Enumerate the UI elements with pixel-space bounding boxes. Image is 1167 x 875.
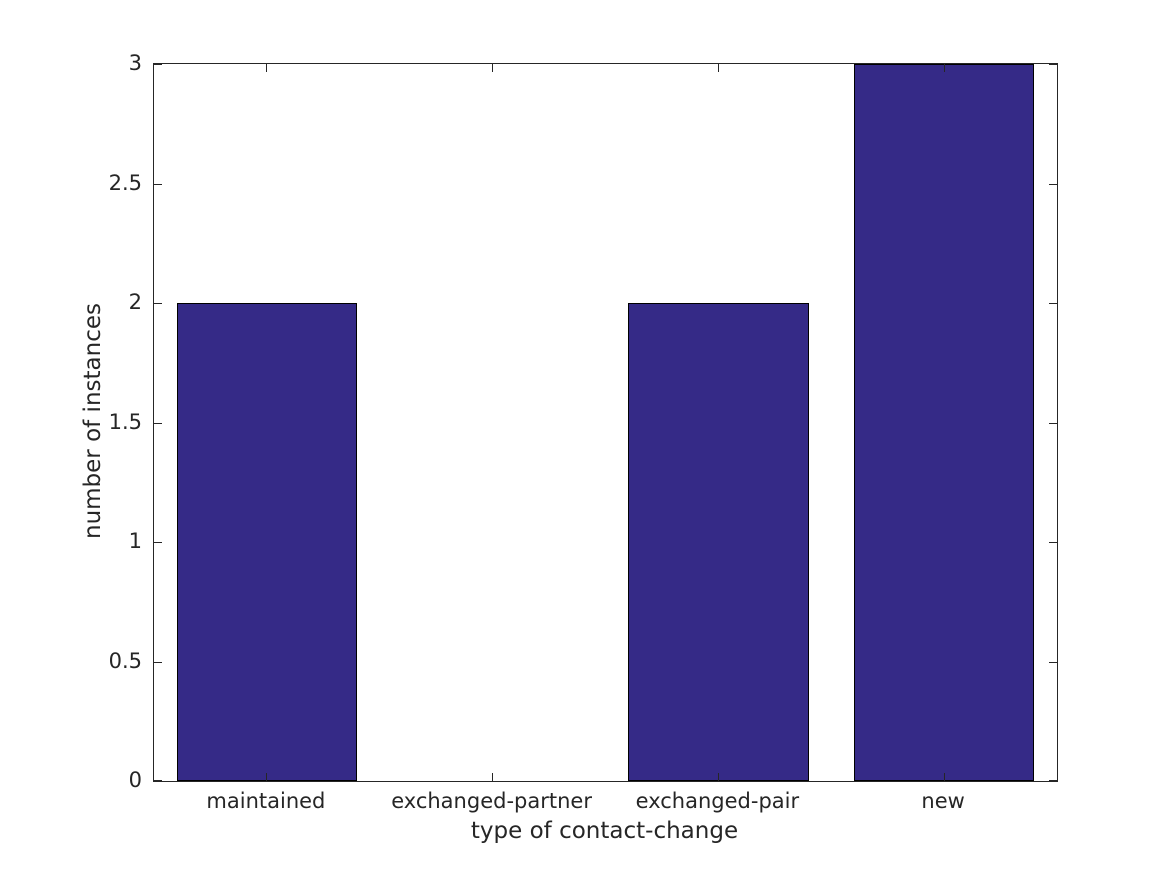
y-tick-left [154,542,162,543]
y-tick-left [154,780,162,781]
x-tick-bottom [492,773,494,781]
x-axis-title: type of contact-change [470,818,739,844]
y-tick-left [154,661,162,663]
y-tick-label: 2.5 [108,170,142,195]
y-tick-right [1049,661,1057,663]
x-tick-bottom [943,773,945,781]
x-tick-label-exchanged-partner: exchanged-partner [391,789,592,813]
bar-exchanged-pair [628,303,809,781]
y-tick-right [1049,780,1057,781]
x-tick-label-exchanged-pair: exchanged-pair [635,789,800,813]
x-tick-top [943,64,945,72]
y-tick-label: 0 [128,768,142,792]
x-tick-label-new: new [921,789,965,813]
y-tick-left [154,303,162,304]
y-tick-label: 1 [128,529,142,553]
x-tick-bottom [717,773,719,781]
x-tick-bottom [266,773,268,781]
x-tick-top [492,64,494,72]
y-tick-right [1049,303,1057,304]
bar-new [853,64,1035,781]
y-tick-label: 1.5 [108,409,142,434]
y-tick-right [1049,64,1057,65]
y-tick-left [154,422,162,424]
bar-maintained [176,303,358,781]
x-tick-top [266,64,268,72]
x-tick-label-maintained: maintained [206,789,326,813]
y-tick-left [154,64,162,65]
plot-area [153,63,1058,782]
y-tick-label: 0.5 [108,648,142,673]
y-tick-right [1049,183,1057,185]
y-tick-label: 2 [128,290,142,314]
x-tick-top [717,64,719,72]
y-tick-left [154,183,162,185]
y-tick-label: 3 [128,51,142,75]
y-tick-right [1049,542,1057,543]
y-tick-right [1049,422,1057,424]
